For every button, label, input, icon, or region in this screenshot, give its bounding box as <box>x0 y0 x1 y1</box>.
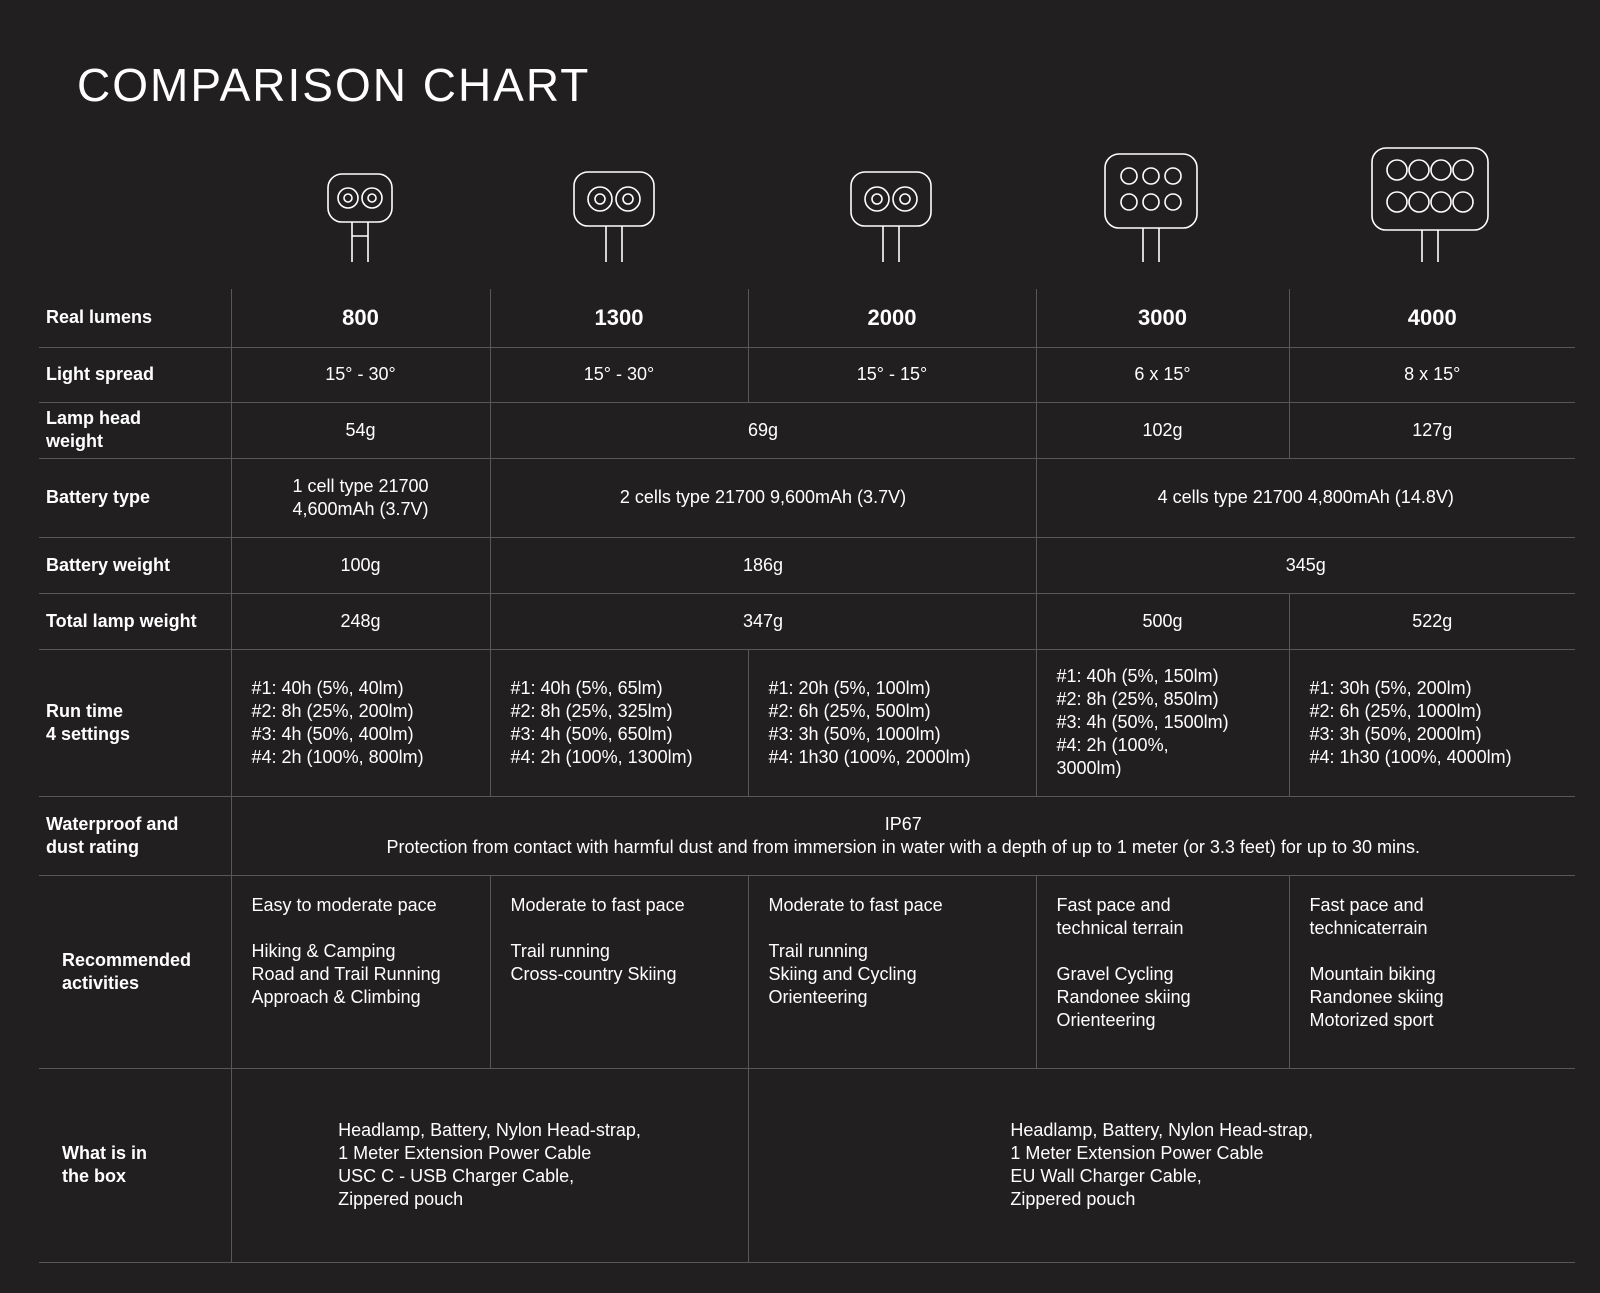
table-cell: Headlamp, Battery, Nylon Head-strap, 1 M… <box>747 1068 1575 1263</box>
table-cell: 347g <box>489 593 1036 650</box>
table-cell: 186g <box>489 537 1036 594</box>
row-label: Recommended activities <box>39 875 231 1069</box>
table-cell: 15° - 30° <box>489 347 748 403</box>
table-cell: Fast pace and technical terrain Gravel C… <box>1035 875 1289 1069</box>
table-cell: Headlamp, Battery, Nylon Head-strap, 1 M… <box>230 1068 748 1263</box>
table-cell: 4000 <box>1288 289 1575 348</box>
row-label: Lamp head weight <box>39 402 231 459</box>
row-label: Battery weight <box>39 537 231 594</box>
table-cell: 127g <box>1288 402 1575 459</box>
lamp-icon <box>1104 153 1198 262</box>
table-row: Lamp head weight 54g 69g 102g 127g <box>39 402 1575 459</box>
table-cell: #1: 30h (5%, 200lm) #2: 6h (25%, 1000lm)… <box>1288 649 1575 797</box>
table-cell: 102g <box>1035 402 1289 459</box>
table-row: What is in the box Headlamp, Battery, Nyl… <box>39 1068 1575 1263</box>
table-cell: #1: 20h (5%, 100lm) #2: 6h (25%, 500lm) … <box>747 649 1036 797</box>
table-cell: IP67 Protection from contact with harmfu… <box>230 796 1575 876</box>
lamp-icon <box>573 171 655 262</box>
table-row: Light spread 15° - 30° 15° - 30° 15° - 15° 6… <box>39 347 1575 403</box>
table-row: Battery type 1 cell type 21700 4,600mAh (… <box>39 458 1575 538</box>
lamp-icon <box>1371 147 1489 262</box>
table-cell: 8 x 15° <box>1288 347 1575 403</box>
table-cell: Fast pace and technicaterrain Mountain b… <box>1288 875 1575 1069</box>
table-row: Run time 4 settings #1: 40h (5%, 40lm) #2… <box>39 649 1575 797</box>
table-cell: 15° - 30° <box>230 347 490 403</box>
table-cell: Moderate to fast pace Trail running Cros… <box>489 875 748 1069</box>
table-cell: Easy to moderate pace Hiking & Camping R… <box>230 875 490 1069</box>
row-label: Total lamp weight <box>39 593 231 650</box>
table-cell: 248g <box>230 593 490 650</box>
table-cell: #1: 40h (5%, 65lm) #2: 8h (25%, 325lm) #… <box>489 649 748 797</box>
table-row: Total lamp weight 248g 347g 500g 522g <box>39 593 1575 650</box>
page-title: COMPARISON CHART <box>77 59 591 111</box>
row-label: Waterproof and dust rating <box>39 796 231 876</box>
table-cell: 3000 <box>1035 289 1289 348</box>
table-cell: 500g <box>1035 593 1289 650</box>
row-label: What is in the box <box>39 1068 231 1263</box>
row-label: Battery type <box>39 458 231 538</box>
table-cell: 345g <box>1035 537 1575 594</box>
table-row: Recommended activities Easy to moderate p… <box>39 875 1575 1069</box>
table-cell: #1: 40h (5%, 40lm) #2: 8h (25%, 200lm) #… <box>230 649 490 797</box>
lamp-icons <box>327 147 1489 262</box>
row-label: Real lumens <box>39 289 231 348</box>
table-cell: 4 cells type 21700 4,800mAh (14.8V) <box>1035 458 1575 538</box>
table-cell: 2 cells type 21700 9,600mAh (3.7V) <box>489 458 1036 538</box>
lamp-icon <box>327 173 393 262</box>
table-cell: Moderate to fast pace Trail running Skii… <box>747 875 1036 1069</box>
table-cell: 69g <box>489 402 1036 459</box>
comparison-table: Real lumens 800 1300 2000 3000 4000 Light spre… <box>39 289 1575 1263</box>
table-cell: 6 x 15° <box>1035 347 1289 403</box>
table-row: Real lumens 800 1300 2000 3000 4000 <box>39 289 1575 348</box>
table-cell: 1 cell type 21700 4,600mAh (3.7V) <box>230 458 490 538</box>
table-cell: 522g <box>1288 593 1575 650</box>
table-cell: #1: 40h (5%, 150lm) #2: 8h (25%, 850lm) … <box>1035 649 1289 797</box>
row-label: Light spread <box>39 347 231 403</box>
table-cell: 15° - 15° <box>747 347 1036 403</box>
lamp-icon <box>850 171 932 262</box>
cell-text: Headlamp, Battery, Nylon Head-strap, 1 M… <box>338 1120 641 1209</box>
table-cell: 800 <box>230 289 490 348</box>
cell-text: Headlamp, Battery, Nylon Head-strap, 1 M… <box>1010 1120 1314 1209</box>
table-cell: 1300 <box>489 289 748 348</box>
table-cell: 2000 <box>747 289 1036 348</box>
table-row: Waterproof and dust rating IP67 Protectio… <box>39 796 1575 876</box>
row-label: Run time 4 settings <box>39 649 231 797</box>
table-row: Battery weight 100g 186g 345g <box>39 537 1575 594</box>
table-cell: 54g <box>230 402 490 459</box>
table-cell: 100g <box>230 537 490 594</box>
